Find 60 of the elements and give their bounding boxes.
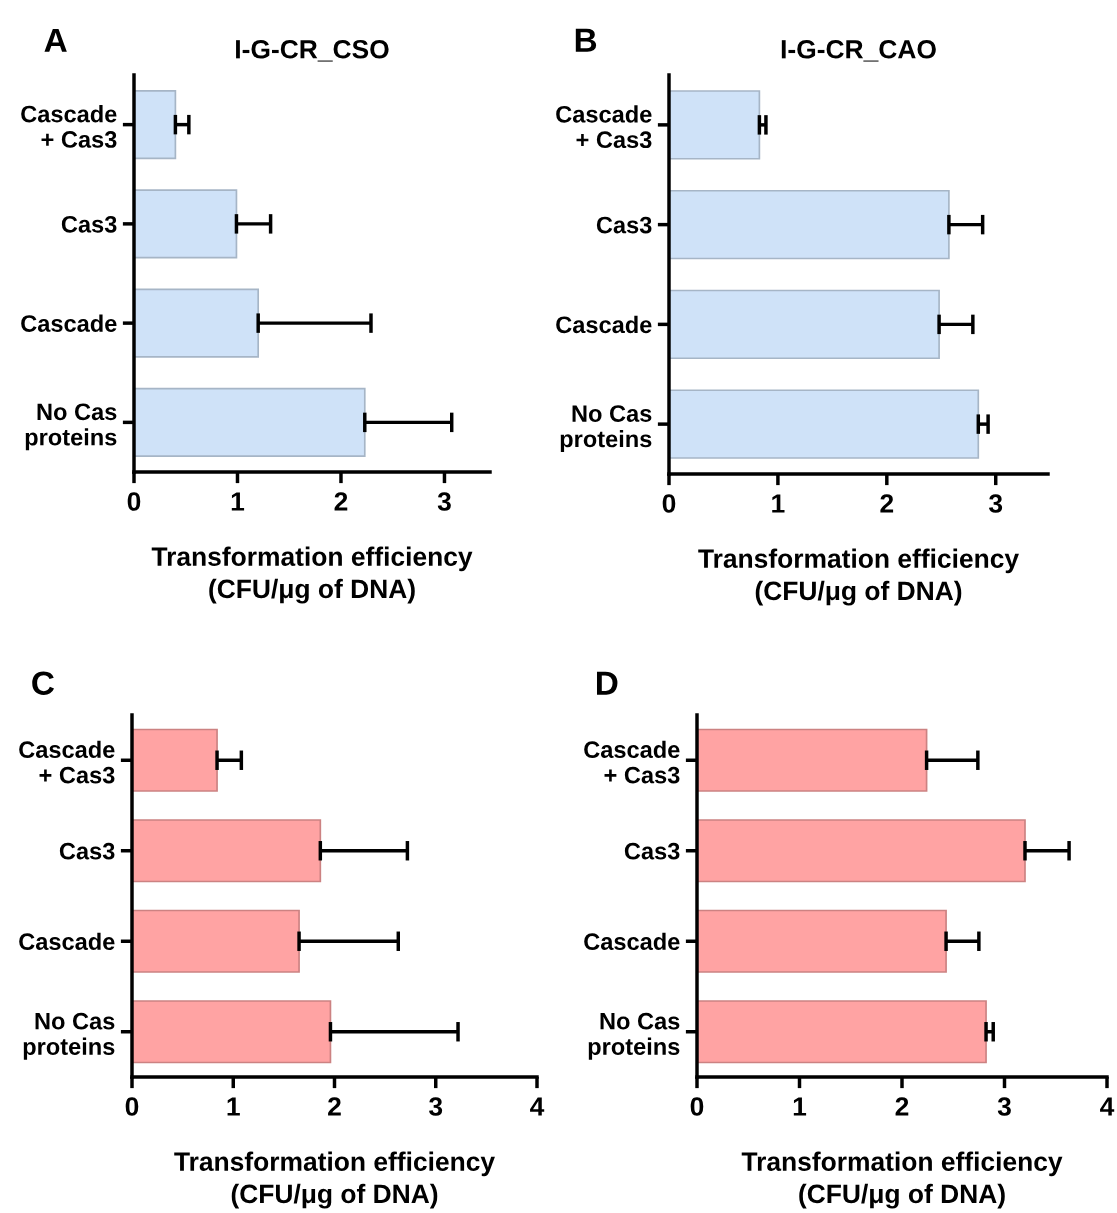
x-axis-title: Transformation efficiency (CFU/μg of DNA)	[151, 546, 473, 604]
bar	[132, 1000, 332, 1064]
bar	[132, 819, 322, 883]
y-tick-label: No Cas proteins	[588, 1012, 680, 1060]
y-tick-label: Cascade	[556, 315, 652, 334]
text: B	[575, 28, 597, 52]
x-tick-label: 1	[227, 1097, 240, 1116]
chart-title: I-G-CR_CSO	[236, 39, 389, 62]
bar	[697, 819, 1026, 883]
bar	[134, 288, 260, 358]
x-axis-title: Transformation efficiency (CFU/μg of DNA)	[174, 1151, 495, 1209]
x-tick-label: 3	[997, 1097, 1011, 1116]
bar	[134, 189, 238, 259]
x-tick-label: 1	[231, 492, 245, 511]
text: C	[32, 671, 55, 695]
x-tick-label: 0	[125, 1097, 139, 1116]
y-tick-label: Cas3	[61, 215, 117, 233]
text: A	[44, 28, 67, 52]
bar	[134, 90, 177, 160]
bar	[669, 90, 761, 160]
x-tick-label: 1	[772, 494, 785, 513]
bar	[697, 1000, 987, 1064]
bar	[132, 728, 218, 792]
y-tick-label: Cascade	[19, 932, 115, 951]
x-tick-label: 0	[690, 1097, 704, 1116]
x-tick-label: 3	[429, 1097, 443, 1116]
y-tick-label: Cascade + Cas3	[556, 105, 652, 149]
bar	[669, 189, 950, 260]
y-tick-label: Cascade	[21, 314, 117, 332]
y-tick-label: Cas3	[624, 842, 680, 860]
y-tick-label: Cas3	[596, 216, 652, 234]
bar	[697, 909, 947, 973]
bar	[132, 909, 300, 973]
x-tick-label: 2	[334, 492, 348, 511]
x-tick-label: 2	[895, 1097, 909, 1116]
bar	[669, 389, 980, 459]
y-tick-label: No Cas proteins	[560, 405, 652, 453]
x-tick-label: 4	[530, 1097, 545, 1116]
y-tick-label: Cascade	[584, 932, 680, 951]
bar	[669, 289, 940, 360]
y-tick-label: No Cas proteins	[23, 1012, 115, 1060]
x-tick-label: 3	[437, 492, 451, 511]
y-tick-label: Cascade + Cas3	[584, 740, 680, 784]
x-axis-title: Transformation efficiency (CFU/μg of DNA)	[698, 548, 1019, 606]
y-tick-label: Cascade + Cas3	[21, 105, 117, 148]
x-tick-label: 0	[662, 494, 676, 513]
x-tick-label: 0	[127, 492, 141, 511]
x-tick-label: 1	[793, 1097, 807, 1116]
bar	[134, 387, 366, 457]
x-axis-title: Transformation efficiency (CFU/μg of DNA)	[741, 1151, 1063, 1209]
y-tick-label: Cascade + Cas3	[19, 740, 115, 784]
chart-title: I-G-CR_CAO	[781, 39, 936, 62]
y-tick-label: Cas3	[59, 842, 115, 860]
x-tick-label: 2	[328, 1097, 341, 1116]
bar	[697, 728, 928, 792]
x-tick-label: 2	[880, 494, 894, 513]
y-tick-label: No Cas proteins	[25, 403, 117, 451]
x-tick-label: 4	[1100, 1097, 1115, 1116]
x-tick-label: 3	[988, 494, 1003, 513]
text: D	[596, 671, 618, 695]
